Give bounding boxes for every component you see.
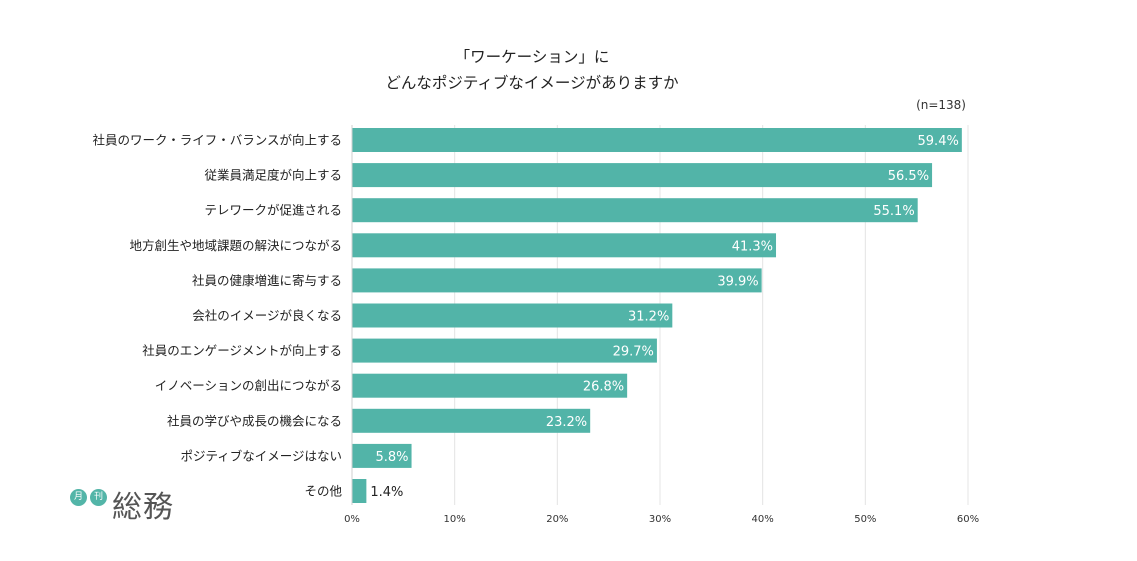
x-tick-label: 20% — [546, 514, 568, 525]
data-label: 31.2% — [628, 310, 669, 325]
category-label: その他 — [304, 484, 342, 499]
category-label: 地方創生や地域課題の解決につながる — [129, 238, 342, 253]
x-tick-label: 50% — [854, 514, 876, 525]
bar — [352, 373, 628, 398]
data-label: 23.2% — [546, 415, 587, 430]
logo-badge-publication: 刊 — [90, 489, 107, 506]
bar — [352, 303, 673, 328]
bar — [352, 479, 367, 503]
chart-title-line-1: 「ワーケーション」に — [454, 48, 610, 66]
bar — [352, 128, 962, 152]
data-label: 39.9% — [717, 274, 758, 289]
category-label: 従業員満足度が向上する — [204, 168, 342, 183]
category-label: 社員のエンゲージメントが向上する — [142, 343, 342, 358]
x-tick-label: 10% — [444, 514, 466, 525]
x-tick-label: 30% — [649, 514, 671, 525]
chart-title-line-2: どんなポジティブなイメージがありますか — [385, 74, 679, 92]
x-tick-label: 40% — [752, 514, 774, 525]
data-label: 29.7% — [613, 345, 654, 360]
category-label: ポジティブなイメージはない — [180, 448, 342, 463]
bar — [352, 268, 762, 293]
data-label: 1.4% — [370, 485, 403, 500]
logo-badge-month: 月 — [70, 489, 87, 506]
bar — [352, 443, 412, 468]
category-label: 社員の学びや成長の機会になる — [167, 413, 342, 428]
category-label: テレワークが促進される — [204, 203, 342, 218]
bar — [352, 338, 657, 363]
data-label: 26.8% — [583, 380, 624, 395]
category-label: イノベーションの創出につながる — [155, 378, 342, 393]
x-tick-label: 0% — [344, 514, 360, 525]
logo-text: 総務 — [112, 490, 174, 525]
sample-size-note: (n=138) — [916, 98, 966, 112]
data-label: 5.8% — [376, 450, 409, 465]
data-label: 59.4% — [918, 134, 959, 149]
bar — [352, 163, 933, 188]
category-label: 社員の健康増進に寄与する — [192, 273, 342, 288]
chart-title: 「ワーケーション」に どんなポジティブなイメージがありますか — [0, 44, 1064, 96]
bar — [352, 233, 777, 258]
bar — [352, 408, 591, 433]
x-tick-label: 60% — [957, 514, 979, 525]
data-label: 55.1% — [873, 204, 914, 219]
bar — [352, 198, 918, 223]
category-label: 社員のワーク・ライフ・バランスが向上する — [92, 133, 342, 148]
category-label: 会社のイメージが良くなる — [192, 308, 342, 323]
data-label: 41.3% — [732, 239, 773, 254]
data-label: 56.5% — [888, 169, 929, 184]
